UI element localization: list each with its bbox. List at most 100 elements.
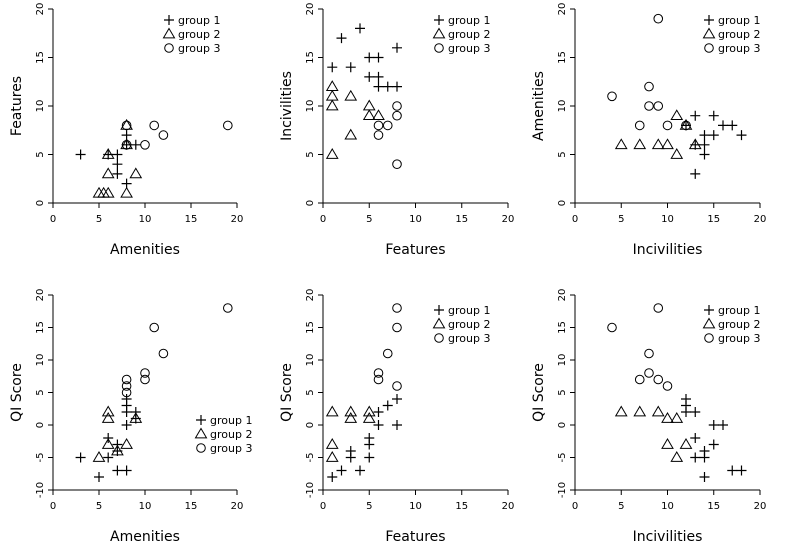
data-point [382, 400, 393, 411]
scatter-panel-2: 0 5 10 15 20 0 5 10 15 20 Features Incivilities grou… [279, 3, 514, 258]
data-point [662, 381, 673, 391]
y-tick-label: 5 [557, 389, 568, 395]
legend-entry: group 1 [448, 14, 490, 27]
y-tick-label: 0 [557, 200, 568, 206]
data-point [344, 405, 358, 417]
data-point [392, 394, 402, 404]
y-axis-label: Features [9, 76, 25, 136]
series-2 [325, 405, 376, 462]
y-tick-label: 15 [305, 51, 316, 64]
y-tick-label: 0 [35, 422, 46, 428]
y-tick-label: 20 [305, 3, 316, 16]
data-point [661, 138, 674, 150]
series-1 [681, 394, 747, 482]
data-point [344, 412, 358, 423]
legend-entry: group 1 [718, 14, 760, 27]
legend-entry: group 3 [448, 332, 490, 345]
data-point [614, 405, 628, 417]
data-point [103, 433, 114, 443]
scatter-panel-3: 0 5 10 15 20 0 5 10 15 20 Incivilities Amenities gro… [531, 3, 766, 258]
y-tick-label: 20 [557, 289, 568, 302]
data-point [644, 348, 654, 359]
legend-marker [704, 333, 714, 343]
x-tick-label: 0 [50, 501, 56, 512]
data-point [653, 13, 664, 24]
data-point [607, 322, 617, 333]
legend-marker [196, 415, 206, 425]
x-tick-label: 10 [409, 214, 422, 225]
data-point [121, 465, 132, 476]
y-tick-label: 15 [35, 321, 46, 334]
data-point [708, 439, 719, 450]
series-1 [681, 110, 747, 179]
data-point [325, 80, 339, 91]
data-point [392, 159, 402, 169]
data-point [101, 167, 115, 179]
legend-marker [704, 43, 714, 53]
series-1 [75, 130, 141, 189]
data-point [699, 452, 710, 463]
x-tick-label: 0 [50, 214, 56, 225]
data-point [112, 168, 123, 179]
data-point [690, 168, 701, 179]
data-point [681, 120, 691, 131]
legend-entry: group 1 [448, 304, 490, 317]
data-point [653, 101, 664, 111]
series-3 [607, 303, 673, 391]
data-point [140, 140, 150, 150]
data-point [120, 438, 133, 449]
y-tick-label: 0 [557, 422, 568, 428]
x-tick-label: 0 [320, 214, 326, 225]
legend-marker [702, 317, 716, 329]
y-tick-label: -5 [305, 453, 316, 463]
data-point [140, 374, 150, 385]
data-point [345, 452, 356, 463]
data-point [392, 101, 402, 111]
data-point [644, 368, 654, 378]
data-point [633, 138, 647, 150]
data-point [670, 451, 684, 462]
data-point [670, 109, 684, 121]
data-point [690, 110, 701, 121]
y-tick-label: 10 [305, 100, 316, 113]
x-tick-label: 20 [754, 501, 767, 512]
y-tick-label: 15 [557, 321, 568, 334]
y-tick-label: 10 [35, 354, 46, 367]
data-point [362, 405, 376, 417]
data-point [653, 374, 664, 385]
legend-entry: group 2 [718, 318, 760, 331]
scatter-panel-6: 0 5 10 15 20 -10 -5 0 5 10 15 20 Incivilities QI Scor… [531, 289, 766, 545]
y-tick-label: 20 [557, 3, 568, 16]
data-point [362, 99, 376, 111]
data-point [651, 405, 665, 417]
data-point [101, 186, 115, 198]
series-2 [92, 405, 143, 462]
data-point [373, 71, 384, 82]
y-tick-label: -10 [35, 482, 46, 498]
x-tick-label: 10 [661, 501, 674, 512]
data-point [653, 303, 664, 313]
data-point [736, 130, 747, 141]
y-tick-label: 15 [305, 321, 316, 334]
data-point [130, 407, 141, 417]
data-point [708, 110, 719, 121]
data-point [75, 452, 86, 463]
x-tick-label: 0 [572, 214, 578, 225]
legend-entry: group 3 [178, 42, 220, 55]
data-point [364, 439, 375, 450]
x-axis-label: Incivilities [633, 529, 703, 545]
data-point [121, 381, 132, 391]
data-point [392, 322, 402, 333]
y-tick-label: 5 [35, 389, 46, 395]
data-point [661, 412, 674, 423]
series-3 [607, 13, 691, 131]
data-point [364, 71, 375, 82]
data-point [344, 89, 358, 101]
data-point [345, 62, 356, 73]
data-point [670, 412, 684, 423]
legend-marker [164, 15, 174, 25]
y-tick-label: 10 [305, 354, 316, 367]
